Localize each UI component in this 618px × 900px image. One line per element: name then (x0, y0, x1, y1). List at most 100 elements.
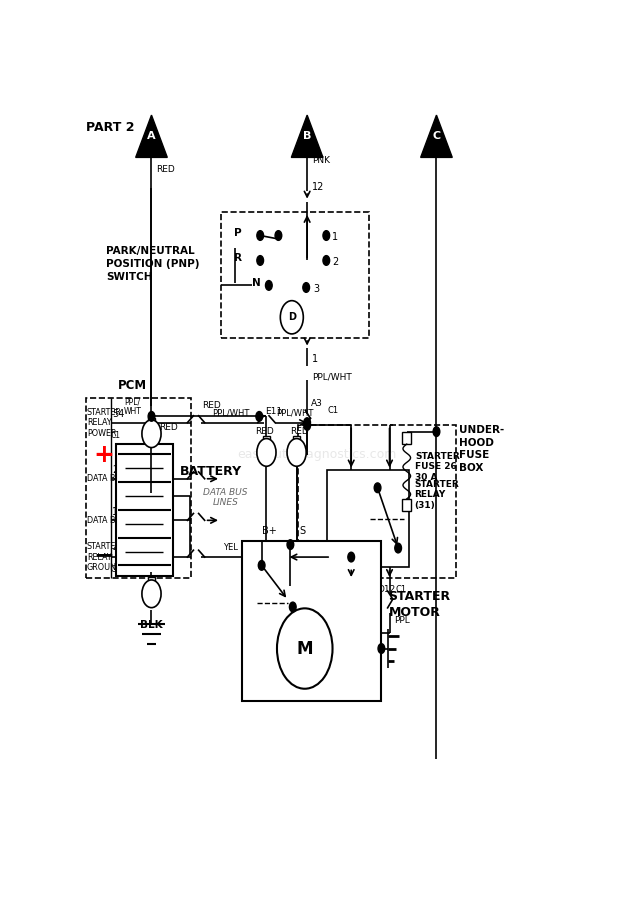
Text: C: C (433, 131, 441, 141)
Circle shape (323, 256, 329, 266)
Polygon shape (291, 115, 323, 158)
Text: STARTER
RELAY
GROUND: STARTER RELAY GROUND (87, 542, 123, 572)
Text: STARTER
FUSE 26
30 A: STARTER FUSE 26 30 A (415, 452, 460, 482)
Text: PARK/NEUTRAL
POSITION (PNP)
SWITCH: PARK/NEUTRAL POSITION (PNP) SWITCH (106, 246, 200, 282)
Text: RED: RED (202, 401, 221, 410)
Text: PPL/
WHT: PPL/ WHT (124, 398, 142, 416)
Text: 48: 48 (112, 544, 124, 554)
Text: C1: C1 (111, 431, 121, 440)
Text: PPL/WHT: PPL/WHT (312, 373, 352, 382)
Text: YEL: YEL (288, 543, 303, 552)
Text: RED: RED (159, 423, 177, 432)
Text: B+: B+ (261, 526, 276, 536)
Text: C1: C1 (111, 565, 121, 574)
Text: E11: E11 (265, 408, 282, 417)
Text: PNK: PNK (312, 157, 330, 166)
Text: C1: C1 (396, 585, 407, 594)
Circle shape (289, 602, 296, 612)
Circle shape (148, 411, 155, 421)
Text: PPL: PPL (394, 616, 410, 625)
Text: −: − (93, 543, 114, 567)
Circle shape (303, 283, 310, 293)
Text: 2: 2 (332, 256, 338, 266)
Text: B: B (303, 131, 311, 141)
Circle shape (304, 418, 310, 428)
Circle shape (287, 540, 294, 549)
Text: STARTER
MOTOR: STARTER MOTOR (389, 590, 451, 619)
Bar (148, 577, 155, 589)
Text: +: + (93, 443, 114, 466)
Text: R: R (234, 253, 242, 263)
Text: C2: C2 (278, 562, 289, 572)
Text: BATTERY: BATTERY (180, 465, 242, 478)
Circle shape (266, 281, 272, 291)
Circle shape (323, 230, 329, 240)
Bar (263, 436, 270, 447)
Text: PPL/WHT: PPL/WHT (212, 409, 249, 418)
Circle shape (375, 483, 381, 492)
Circle shape (277, 608, 332, 688)
Text: DATA BUS
LINES: DATA BUS LINES (203, 488, 248, 508)
Text: C1: C1 (328, 406, 339, 415)
Text: 1: 1 (112, 507, 118, 517)
Polygon shape (136, 115, 167, 158)
Circle shape (275, 230, 282, 240)
Text: D12: D12 (378, 585, 396, 594)
Bar (86, 398, 191, 578)
Text: BLK: BLK (140, 620, 163, 630)
Text: M: M (297, 640, 313, 658)
Text: UNDER-
HOOD
FUSE
BOX: UNDER- HOOD FUSE BOX (459, 426, 505, 472)
Text: PCM: PCM (118, 379, 147, 392)
Text: RED: RED (255, 427, 273, 436)
Text: YEL: YEL (223, 543, 238, 552)
Text: RED: RED (156, 166, 175, 175)
Circle shape (257, 230, 263, 240)
Text: PART 2: PART 2 (86, 122, 134, 134)
Text: A: A (147, 131, 156, 141)
Text: 3: 3 (313, 284, 319, 294)
Text: RED: RED (290, 427, 308, 436)
Circle shape (256, 411, 263, 421)
Text: STARTER
RELAY
POWER: STARTER RELAY POWER (87, 408, 122, 437)
Text: easyautodiagnostics.com: easyautodiagnostics.com (237, 448, 396, 461)
Circle shape (348, 553, 355, 562)
Circle shape (257, 438, 276, 466)
Text: D: D (288, 312, 296, 322)
Text: S: S (299, 526, 305, 536)
Bar (148, 418, 155, 429)
Circle shape (433, 427, 440, 436)
Text: A3: A3 (311, 399, 323, 408)
Text: DATA BUS (+): DATA BUS (+) (87, 516, 142, 525)
Text: C1: C1 (266, 540, 277, 549)
Circle shape (378, 644, 385, 653)
Text: YEL: YEL (124, 544, 139, 553)
Bar (221, 212, 370, 338)
Circle shape (395, 544, 402, 553)
Text: 12: 12 (312, 182, 324, 192)
Circle shape (304, 420, 310, 430)
Circle shape (287, 438, 306, 466)
Bar (328, 471, 408, 568)
Text: 1: 1 (332, 231, 338, 242)
Circle shape (258, 561, 265, 571)
Text: PPL/WHT: PPL/WHT (276, 409, 313, 418)
Circle shape (142, 419, 161, 447)
Text: 20: 20 (112, 465, 125, 475)
Text: P: P (234, 228, 242, 238)
Text: 1: 1 (312, 354, 318, 364)
Bar (402, 499, 411, 511)
Text: 54: 54 (112, 410, 125, 419)
Bar (242, 541, 381, 700)
Text: TAN/
BLK: TAN/ BLK (124, 499, 142, 517)
Text: N: N (252, 277, 261, 288)
Bar (298, 426, 455, 578)
Polygon shape (421, 115, 452, 158)
Bar (116, 444, 173, 576)
Bar (293, 436, 300, 447)
Text: DATA BUS (-): DATA BUS (-) (87, 474, 138, 483)
Text: STARTER
RELAY
(31): STARTER RELAY (31) (415, 480, 459, 509)
Text: TAN: TAN (124, 465, 141, 474)
Circle shape (142, 580, 161, 608)
Bar (402, 432, 411, 444)
Circle shape (257, 256, 263, 266)
